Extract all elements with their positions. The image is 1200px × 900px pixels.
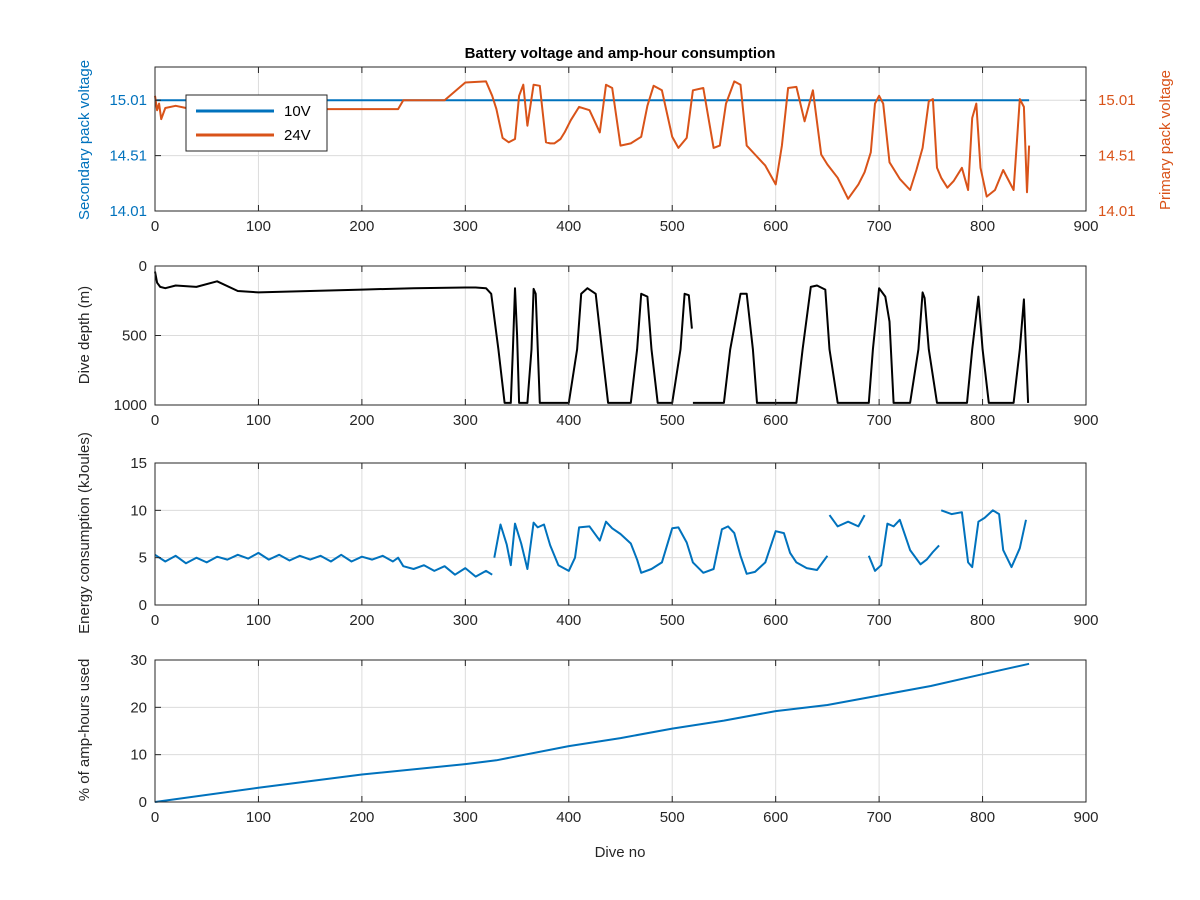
x-tick-label: 300 — [453, 218, 478, 235]
x-tick-label: 200 — [349, 612, 374, 629]
y-right-tick-label: 14.01 — [1098, 203, 1136, 220]
y-axis-label: Energy consumption (kJoules) — [76, 432, 93, 634]
series-line-0 — [154, 509, 1027, 578]
legend-label: 10V — [284, 103, 311, 120]
x-tick-label: 700 — [867, 809, 892, 826]
y-right-tick-label: 15.01 — [1098, 92, 1136, 109]
x-tick-label: 600 — [763, 612, 788, 629]
x-tick-label: 800 — [970, 412, 995, 429]
chart-title: Battery voltage and amp-hour consumption — [465, 45, 776, 62]
voltage-panel: 0 100 200 300 400 500 600 700 800 90014.0114.5115… — [76, 60, 1174, 235]
x-tick-label: 600 — [763, 809, 788, 826]
x-tick-label: 300 — [453, 809, 478, 826]
x-tick-label: 600 — [763, 218, 788, 235]
legend-box — [185, 94, 328, 152]
x-tick-label: 700 — [867, 412, 892, 429]
x-tick-label: 700 — [867, 218, 892, 235]
x-tick-label: 300 — [453, 412, 478, 429]
x-tick-label: 100 — [246, 612, 271, 629]
y-right-tick-label: 14.51 — [1098, 148, 1136, 165]
x-tick-label: 0 — [151, 809, 159, 826]
x-tick-label: 0 — [151, 218, 159, 235]
x-tick-label: 900 — [1073, 218, 1098, 235]
x-tick-label: 500 — [660, 412, 685, 429]
y-axis-label-right: Primary pack voltage — [1157, 70, 1174, 210]
y-tick-label: 1000 — [114, 397, 147, 414]
x-tick-label: 900 — [1073, 809, 1098, 826]
series-line-0 — [154, 271, 1030, 404]
y-tick-label: 10 — [130, 502, 147, 519]
y-tick-label: 10 — [130, 747, 147, 764]
y-tick-label: 14.51 — [109, 148, 147, 165]
x-tick-label: 200 — [349, 412, 374, 429]
energy-consumption-panel: 0 100 200 300 400 500 600 700 800 900 0 5 10 15 Energy… — [76, 432, 1099, 634]
y-tick-label: 0 — [139, 258, 147, 275]
x-tick-label: 800 — [970, 809, 995, 826]
y-tick-label: 15 — [130, 455, 147, 472]
y-tick-label: 30 — [130, 652, 147, 669]
x-tick-label: 0 — [151, 612, 159, 629]
x-tick-label: 600 — [763, 412, 788, 429]
x-tick-label: 200 — [349, 809, 374, 826]
series-line-0 — [154, 662, 1030, 803]
x-tick-label: 500 — [660, 809, 685, 826]
x-tick-label: 400 — [556, 612, 581, 629]
legend-label: 24V — [284, 127, 311, 144]
x-tick-label: 200 — [349, 218, 374, 235]
x-tick-label: 400 — [556, 218, 581, 235]
x-tick-label: 100 — [246, 218, 271, 235]
x-tick-label: 100 — [246, 809, 271, 826]
x-tick-label: 300 — [453, 612, 478, 629]
series-line-24v — [154, 80, 1031, 200]
x-tick-label: 100 — [246, 412, 271, 429]
x-tick-label: 800 — [970, 218, 995, 235]
y-axis-label: Dive depth (m) — [76, 286, 93, 384]
y-tick-label: 5 — [139, 550, 147, 567]
axes-frame — [154, 659, 1087, 803]
x-tick-label: 900 — [1073, 612, 1098, 629]
x-tick-label: 800 — [970, 612, 995, 629]
dive-depth-panel: 0 100 200 300 400 500 600 700 800 900 0 500 1000 Dive… — [76, 258, 1099, 429]
x-tick-label: 400 — [556, 412, 581, 429]
axes-frame — [154, 462, 1087, 606]
y-tick-label: 14.01 — [109, 203, 147, 220]
y-axis-label: % of amp-hours used — [76, 659, 93, 802]
amp-hours-panel: 0 100 200 300 400 500 600 700 800 900 0 10 20 30 % of … — [76, 652, 1099, 826]
y-tick-label: 500 — [122, 328, 147, 345]
y-axis-label: Secondary pack voltage — [76, 60, 93, 220]
x-tick-label: 0 — [151, 412, 159, 429]
plot-area — [155, 660, 1086, 802]
y-tick-label: 0 — [139, 597, 147, 614]
y-tick-label: 15.01 — [109, 92, 147, 109]
x-tick-label: 900 — [1073, 412, 1098, 429]
y-tick-label: 0 — [139, 794, 147, 811]
x-tick-label: 500 — [660, 218, 685, 235]
x-tick-label: 700 — [867, 612, 892, 629]
y-tick-label: 20 — [130, 699, 147, 716]
x-tick-label: 500 — [660, 612, 685, 629]
x-tick-label: 400 — [556, 809, 581, 826]
axes-frame — [154, 66, 1087, 212]
x-axis-label: Dive no — [595, 844, 646, 861]
